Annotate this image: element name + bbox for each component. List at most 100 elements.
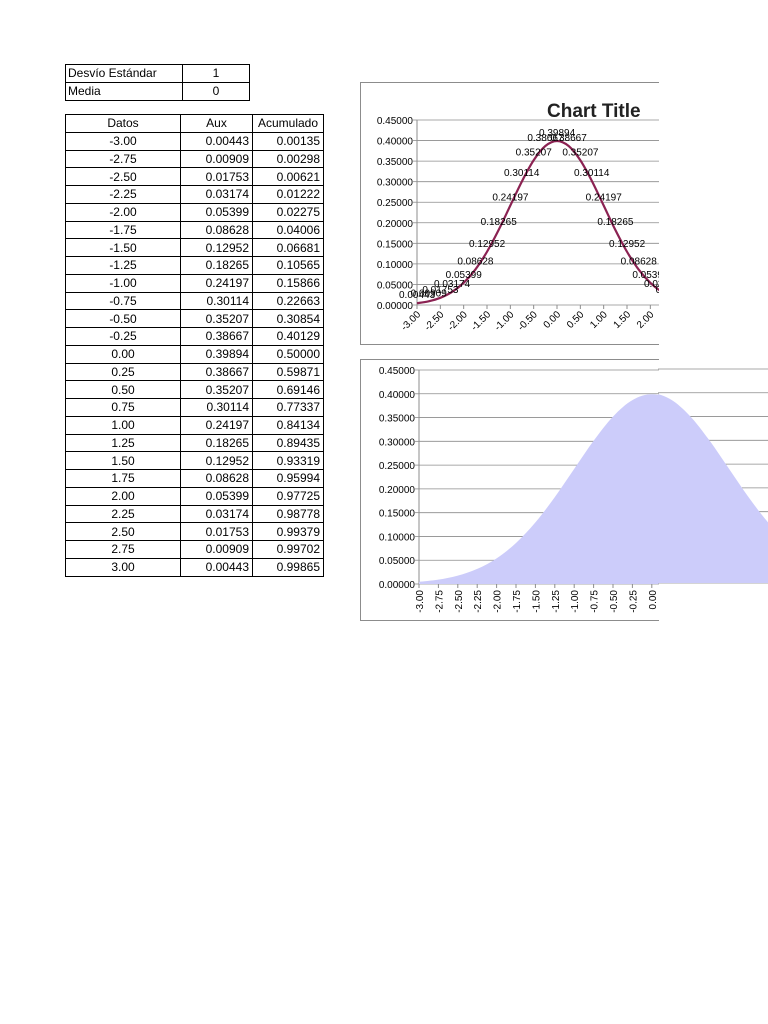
header-aux[interactable]: Aux — [180, 114, 253, 133]
cell-aux[interactable]: 0.12952 — [180, 238, 253, 257]
cell-acumulado[interactable]: 0.00298 — [252, 149, 324, 169]
cell-acumulado[interactable]: 0.50000 — [252, 344, 324, 364]
cell-aux[interactable]: 0.30114 — [180, 398, 253, 417]
cell-acumulado[interactable]: 0.02275 — [252, 202, 324, 222]
cell-acumulado[interactable]: 0.84134 — [252, 415, 324, 435]
cell-aux[interactable]: 0.18265 — [180, 256, 253, 275]
cell-datos[interactable]: -3.00 — [65, 131, 181, 151]
cell-acumulado[interactable]: 0.06681 — [252, 238, 324, 257]
y-tick-label: 0.25000 — [377, 198, 414, 209]
cell-datos[interactable]: 0.00 — [65, 344, 181, 364]
data-label: 0.24197 — [492, 193, 529, 204]
cell-acumulado[interactable]: 0.99702 — [252, 540, 324, 559]
cell-aux[interactable]: 0.08628 — [180, 469, 253, 488]
cell-datos[interactable]: 1.00 — [65, 415, 181, 435]
x-tick-label: -2.50 — [423, 309, 447, 333]
cell-acumulado[interactable]: 0.01222 — [252, 185, 324, 204]
area-chart[interactable]: 0.00000 0.05000 0.10000 0.15000 0.20000 0.250… — [360, 359, 659, 621]
cell-acumulado[interactable]: 0.59871 — [252, 362, 324, 382]
cell-datos[interactable]: 2.75 — [65, 540, 181, 559]
cell-acumulado[interactable]: 0.95994 — [252, 469, 324, 488]
cell-datos[interactable]: -2.75 — [65, 149, 181, 169]
param-label[interactable]: Media — [65, 81, 183, 101]
cell-acumulado[interactable]: 0.10565 — [252, 256, 324, 275]
cell-aux[interactable]: 0.18265 — [180, 433, 253, 453]
cell-datos[interactable]: -1.50 — [65, 238, 181, 257]
param-label[interactable]: Desvío Estándar — [65, 64, 183, 83]
cell-acumulado[interactable]: 0.00135 — [252, 131, 324, 151]
cell-acumulado[interactable]: 0.89435 — [252, 433, 324, 453]
cell-datos[interactable]: 2.25 — [65, 504, 181, 524]
cell-datos[interactable]: -0.50 — [65, 309, 181, 328]
cell-aux[interactable]: 0.00443 — [180, 557, 253, 577]
cell-acumulado[interactable]: 0.00621 — [252, 167, 324, 186]
data-label: 0.03174 — [644, 279, 659, 290]
cell-acumulado[interactable]: 0.97725 — [252, 486, 324, 506]
cell-aux[interactable]: 0.03174 — [180, 504, 253, 524]
cell-acumulado[interactable]: 0.93319 — [252, 451, 324, 470]
header-acumulado[interactable]: Acumulado — [252, 114, 324, 133]
param-value[interactable]: 0 — [182, 81, 250, 101]
cell-datos[interactable]: -1.00 — [65, 273, 181, 293]
cell-aux[interactable]: 0.35207 — [180, 309, 253, 328]
cell-datos[interactable]: 0.50 — [65, 380, 181, 399]
data-label: 0.38667 — [527, 133, 564, 144]
cell-acumulado[interactable]: 0.04006 — [252, 220, 324, 240]
cell-aux[interactable]: 0.00443 — [180, 131, 253, 151]
y-tick-label: 0.25000 — [379, 461, 416, 472]
cell-datos[interactable]: 0.75 — [65, 398, 181, 417]
cell-acumulado[interactable]: 0.99379 — [252, 522, 324, 541]
cell-aux[interactable]: 0.00909 — [180, 540, 253, 559]
table-row: -1.00 0.24197 0.15866 — [65, 273, 324, 293]
x-tick-label: -1.25 — [551, 590, 562, 613]
table-row: 0.50 0.35207 0.69146 — [65, 380, 324, 399]
cell-aux[interactable]: 0.35207 — [180, 380, 253, 399]
cell-aux[interactable]: 0.38667 — [180, 362, 253, 382]
cell-aux[interactable]: 0.05399 — [180, 486, 253, 506]
cell-datos[interactable]: -2.00 — [65, 202, 181, 222]
cell-acumulado[interactable]: 0.77337 — [252, 398, 324, 417]
cell-aux[interactable]: 0.08628 — [180, 220, 253, 240]
table-row: -1.50 0.12952 0.06681 — [65, 238, 324, 257]
cell-aux[interactable]: 0.24197 — [180, 415, 253, 435]
cell-acumulado[interactable]: 0.40129 — [252, 327, 324, 346]
line-chart[interactable]: Chart Title 0.00000 0.05000 0.10000 0.15000 0… — [360, 82, 659, 345]
cell-acumulado[interactable]: 0.15866 — [252, 273, 324, 293]
cell-aux[interactable]: 0.01753 — [180, 522, 253, 541]
cell-datos[interactable]: 1.75 — [65, 469, 181, 488]
cell-aux[interactable]: 0.24197 — [180, 273, 253, 293]
parameters-body: Desvío Estándar 1 Media 0 — [65, 64, 250, 101]
cell-acumulado[interactable]: 0.22663 — [252, 291, 324, 311]
cell-datos[interactable]: -1.75 — [65, 220, 181, 240]
cell-datos[interactable]: 1.50 — [65, 451, 181, 470]
cell-aux[interactable]: 0.05399 — [180, 202, 253, 222]
cell-datos[interactable]: -0.25 — [65, 327, 181, 346]
y-tick-label: 0.05000 — [379, 556, 416, 567]
cell-acumulado[interactable]: 0.98778 — [252, 504, 324, 524]
cell-datos[interactable]: 2.50 — [65, 522, 181, 541]
cell-aux[interactable]: 0.03174 — [180, 185, 253, 204]
cell-acumulado[interactable]: 0.30854 — [252, 309, 324, 328]
table-row: 1.50 0.12952 0.93319 — [65, 451, 324, 470]
cell-datos[interactable]: 0.25 — [65, 362, 181, 382]
cell-aux[interactable]: 0.00909 — [180, 149, 253, 169]
param-value[interactable]: 1 — [182, 64, 250, 83]
cell-datos[interactable]: -1.25 — [65, 256, 181, 275]
cell-datos[interactable]: 2.00 — [65, 486, 181, 506]
y-tick-label: 0.40000 — [377, 137, 414, 148]
cell-datos[interactable]: 1.25 — [65, 433, 181, 453]
cell-datos[interactable]: -0.75 — [65, 291, 181, 311]
cell-acumulado[interactable]: 0.69146 — [252, 380, 324, 399]
cell-datos[interactable]: 3.00 — [65, 557, 181, 577]
cell-datos[interactable]: -2.50 — [65, 167, 181, 186]
cell-aux[interactable]: 0.39894 — [180, 344, 253, 364]
cell-aux[interactable]: 0.38667 — [180, 327, 253, 346]
cell-aux[interactable]: 0.30114 — [180, 291, 253, 311]
x-tick-label: -1.50 — [531, 590, 542, 613]
cell-aux[interactable]: 0.12952 — [180, 451, 253, 470]
cell-aux[interactable]: 0.01753 — [180, 167, 253, 186]
cell-acumulado[interactable]: 0.99865 — [252, 557, 324, 577]
header-datos[interactable]: Datos — [65, 114, 181, 133]
cell-datos[interactable]: -2.25 — [65, 185, 181, 204]
area-chart-overflow-svg — [658, 368, 768, 584]
